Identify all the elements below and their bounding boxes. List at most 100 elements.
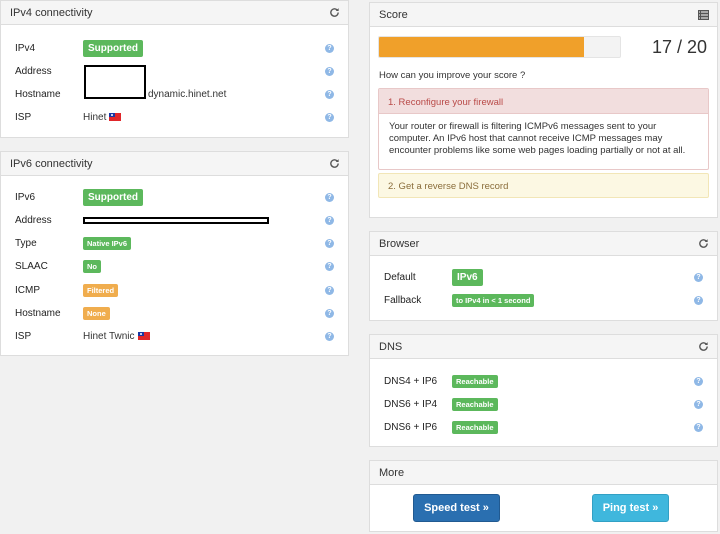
browser-fallback-row: Fallback to IPv4 in < 1 second ?	[384, 292, 703, 308]
more-panel-header: More	[370, 461, 717, 485]
dns-row: DNS6 + IP6 Reachable ?	[384, 419, 703, 435]
fallback-label: Fallback	[384, 294, 422, 306]
isp-value: Hinet Twnic	[83, 331, 150, 342]
dns-row-label: DNS4 + IP6	[384, 375, 438, 387]
address-label: Address	[15, 214, 52, 226]
ipv4-isp-row: ISP Hinet ?	[15, 109, 334, 125]
ipv6-panel-header: IPv6 connectivity	[1, 152, 348, 176]
ipv4-label: IPv4	[15, 42, 36, 54]
hostname-value: dynamic.hinet.net	[148, 88, 227, 100]
hostname-label: Hostname	[15, 307, 61, 319]
firewall-alert-title[interactable]: 1. Reconfigure your firewall	[379, 89, 708, 114]
browser-panel-title: Browser	[379, 237, 420, 250]
score-value: 17 / 20	[651, 37, 707, 57]
ipv4-address-row: Address ?	[15, 63, 334, 79]
score-panel-title: Score	[379, 8, 408, 21]
dns-panel-header: DNS	[370, 335, 717, 359]
help-icon[interactable]: ?	[694, 272, 703, 282]
redacted-address-box	[84, 65, 146, 99]
hostname-badge: None	[83, 306, 110, 320]
help-icon[interactable]: ?	[325, 331, 334, 341]
ipv4-panel-title: IPv4 connectivity	[10, 6, 93, 19]
taiwan-flag-icon	[109, 113, 122, 121]
help-icon[interactable]: ?	[325, 112, 334, 122]
isp-value: Hinet	[83, 111, 122, 123]
reachable-badge: Reachable	[452, 420, 498, 434]
type-badge: Native IPv6	[83, 236, 132, 250]
ping-test-button[interactable]: Ping test »	[592, 494, 669, 522]
ipv4-panel-header: IPv4 connectivity	[1, 1, 348, 25]
ipv6-type-row: Type Native IPv6 ?	[15, 235, 334, 251]
help-icon[interactable]: ?	[325, 89, 334, 99]
ipv4-row: IPv4 Supported ?	[15, 39, 334, 57]
help-icon[interactable]: ?	[694, 399, 703, 409]
more-panel-title: More	[379, 466, 405, 479]
help-icon[interactable]: ?	[325, 66, 334, 76]
ipv6-hostname-row: Hostname None ?	[15, 305, 334, 321]
isp-name: Hinet Twnic	[83, 330, 135, 342]
improve-score-heading: How can you improve your score ?	[379, 70, 526, 81]
help-icon[interactable]: ?	[694, 422, 703, 432]
help-icon[interactable]: ?	[325, 238, 334, 248]
browser-panel-header: Browser	[370, 232, 717, 256]
refresh-icon[interactable]	[328, 158, 340, 170]
refresh-icon[interactable]	[328, 7, 340, 19]
firewall-alert-body: Your router or firewall is filtering ICM…	[389, 121, 686, 156]
ipv6-slaac-row: SLAAC No ?	[15, 258, 334, 274]
help-icon[interactable]: ?	[325, 43, 334, 53]
dns-panel-title: DNS	[379, 340, 403, 353]
score-panel: Score 17 / 20 How can you improve your s…	[369, 2, 718, 218]
default-badge: IPv6	[452, 268, 483, 286]
ipv6-panel: IPv6 connectivity IPv6 Supported ? Addre…	[0, 151, 349, 356]
isp-label: ISP	[15, 111, 32, 123]
help-icon[interactable]: ?	[694, 376, 703, 386]
list-icon[interactable]	[698, 9, 709, 20]
score-progress-bar	[378, 36, 621, 58]
browser-panel: Browser Default IPv6 ? Fallback to IPv4 …	[369, 231, 718, 321]
ipv6-supported-badge: Supported	[83, 188, 143, 206]
type-label: Type	[15, 237, 37, 249]
address-label: Address	[15, 65, 52, 77]
help-icon[interactable]: ?	[325, 192, 334, 202]
ipv4-hostname-row: Hostname dynamic.hinet.net ?	[15, 86, 334, 102]
ipv6-label: IPv6	[15, 191, 36, 203]
reverse-dns-alert[interactable]: 2. Get a reverse DNS record	[378, 173, 709, 198]
default-label: Default	[384, 271, 416, 283]
score-panel-header: Score	[370, 3, 717, 27]
isp-name: Hinet	[83, 111, 107, 123]
refresh-icon[interactable]	[697, 341, 709, 353]
ipv6-address-row: Address ?	[15, 212, 334, 228]
reachable-badge: Reachable	[452, 397, 498, 411]
dns-row: DNS6 + IP4 Reachable ?	[384, 396, 703, 412]
more-panel: More Speed test » Ping test »	[369, 460, 718, 532]
help-icon[interactable]: ?	[325, 308, 334, 318]
dns-panel: DNS DNS4 + IP6 Reachable ? DNS6 + IP4 Re…	[369, 334, 718, 447]
dns-row-label: DNS6 + IP6	[384, 421, 438, 433]
help-icon[interactable]: ?	[325, 261, 334, 271]
isp-label: ISP	[15, 330, 32, 342]
taiwan-flag-icon	[137, 332, 150, 340]
ipv4-panel: IPv4 connectivity IPv4 Supported ? Addre…	[0, 0, 349, 138]
hostname-label: Hostname	[15, 88, 61, 100]
refresh-icon[interactable]	[697, 238, 709, 250]
dns-row: DNS4 + IP6 Reachable ?	[384, 373, 703, 389]
help-icon[interactable]: ?	[694, 295, 703, 305]
dns-row-label: DNS6 + IP4	[384, 398, 438, 410]
firewall-alert: 1. Reconfigure your firewall Your router…	[378, 88, 709, 170]
browser-default-row: Default IPv6 ?	[384, 268, 703, 286]
slaac-badge: No	[83, 259, 101, 273]
icmp-badge: Filtered	[83, 283, 119, 297]
redacted-address-line	[83, 216, 269, 224]
help-icon[interactable]: ?	[325, 285, 334, 295]
ipv6-isp-row: ISP Hinet Twnic ?	[15, 328, 334, 344]
speed-test-button[interactable]: Speed test »	[413, 494, 500, 522]
ipv6-row: IPv6 Supported ?	[15, 188, 334, 206]
ipv4-supported-badge: Supported	[83, 39, 143, 57]
icmp-label: ICMP	[15, 284, 40, 296]
fallback-badge: to IPv4 in < 1 second	[452, 293, 535, 307]
score-progress-fill	[379, 37, 584, 57]
help-icon[interactable]: ?	[325, 215, 334, 225]
ipv6-icmp-row: ICMP Filtered ?	[15, 282, 334, 298]
slaac-label: SLAAC	[15, 260, 48, 272]
reachable-badge: Reachable	[452, 374, 498, 388]
